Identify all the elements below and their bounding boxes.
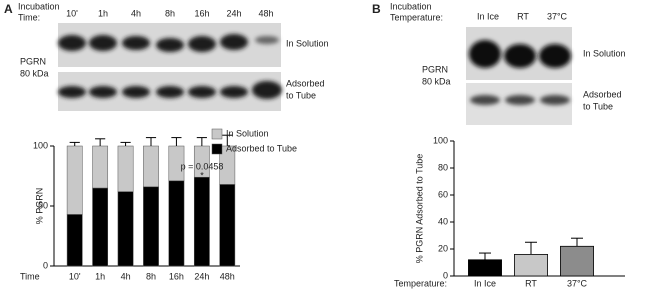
bar-segment — [117, 191, 134, 267]
legend-label: Adsorbed to Tube — [226, 143, 297, 153]
lane-label: 10' — [66, 8, 78, 18]
lane-label: In Ice — [477, 11, 499, 21]
x-tick-label: 10' — [69, 271, 81, 281]
error-bar — [171, 137, 182, 146]
x-axis-label: Temperature: — [394, 278, 447, 288]
condition-label: Incubation — [390, 1, 432, 11]
annotation: * — [200, 170, 204, 180]
y-tick-label: 60 — [438, 189, 448, 199]
y-axis-label: % PGRN Adsorbed to Tube — [414, 154, 424, 264]
condition-label: Time: — [18, 12, 40, 22]
error-bar — [525, 241, 537, 255]
y-tick-label: 100 — [33, 140, 48, 150]
y-tick-label: 100 — [433, 135, 448, 145]
y-axis-label: % PGRN — [34, 188, 44, 225]
x-tick-label: 4h — [121, 271, 131, 281]
blot — [58, 23, 282, 111]
blot-label: In Solution — [286, 38, 329, 48]
bar-segment — [66, 145, 83, 215]
bar — [560, 245, 594, 277]
y-tick-label: 0 — [43, 260, 48, 270]
error-bar — [69, 141, 80, 146]
error-bar — [222, 134, 233, 146]
x-tick-label: 37°C — [567, 278, 588, 288]
lane-label: 8h — [165, 8, 175, 18]
blot-label: Adsorbed — [286, 78, 325, 88]
panel-label: B — [372, 2, 381, 16]
x-tick-label: 1h — [95, 271, 105, 281]
y-tick-label: 0 — [443, 270, 448, 280]
x-tick-label: RT — [525, 278, 537, 288]
y-tick-label: 80 — [438, 162, 448, 172]
legend-swatch — [211, 143, 223, 155]
condition-label: Incubation — [18, 1, 60, 11]
error-bar — [479, 252, 491, 260]
x-tick-label: In Ice — [474, 278, 496, 288]
bar-segment — [117, 145, 134, 192]
error-bar — [120, 141, 131, 146]
y-tick-label: 50 — [38, 200, 48, 210]
x-tick-label: 24h — [194, 271, 209, 281]
error-bar — [145, 137, 157, 146]
lane-label: 16h — [194, 8, 209, 18]
annotation: p = 0.0458 — [181, 161, 224, 171]
x-tick-label: 8h — [146, 271, 156, 281]
error-bar — [571, 237, 583, 247]
blot-label: Adsorbed — [583, 89, 622, 99]
bar-segment — [92, 145, 109, 189]
y-tick-label: 20 — [438, 243, 448, 253]
bar — [514, 253, 548, 277]
blot — [466, 27, 572, 125]
x-tick-label: 16h — [169, 271, 184, 281]
lane-label: 24h — [226, 8, 241, 18]
lane-label: 1h — [98, 8, 108, 18]
protein-label: PGRN — [20, 56, 46, 66]
protein-label: 80 kDa — [20, 68, 49, 78]
lane-label: RT — [517, 11, 529, 21]
lane-label: 37°C — [547, 11, 568, 21]
bar-segment — [193, 176, 210, 267]
blot-label: In Solution — [583, 48, 626, 58]
error-bar — [196, 137, 207, 146]
bar-segment — [92, 187, 109, 267]
bar-segment — [66, 214, 83, 267]
legend-swatch — [211, 128, 223, 140]
blot-label: to Tube — [286, 90, 316, 100]
y-tick-label: 40 — [438, 216, 448, 226]
bar-segment — [168, 180, 185, 267]
x-tick-label: 48h — [220, 271, 235, 281]
bar-segment — [143, 145, 159, 188]
condition-label: Temperature: — [390, 12, 443, 22]
bar-segment — [219, 184, 236, 267]
protein-label: PGRN — [422, 64, 448, 74]
bar — [468, 259, 502, 277]
panel-label: A — [4, 2, 13, 16]
protein-label: 80 kDa — [422, 76, 451, 86]
lane-label: 4h — [131, 8, 141, 18]
blot-label: to Tube — [583, 101, 613, 111]
lane-label: 48h — [258, 8, 273, 18]
legend-label: In Solution — [226, 128, 269, 138]
bar-segment — [143, 186, 159, 267]
error-bar — [95, 138, 106, 146]
x-axis-label: Time — [20, 271, 40, 281]
